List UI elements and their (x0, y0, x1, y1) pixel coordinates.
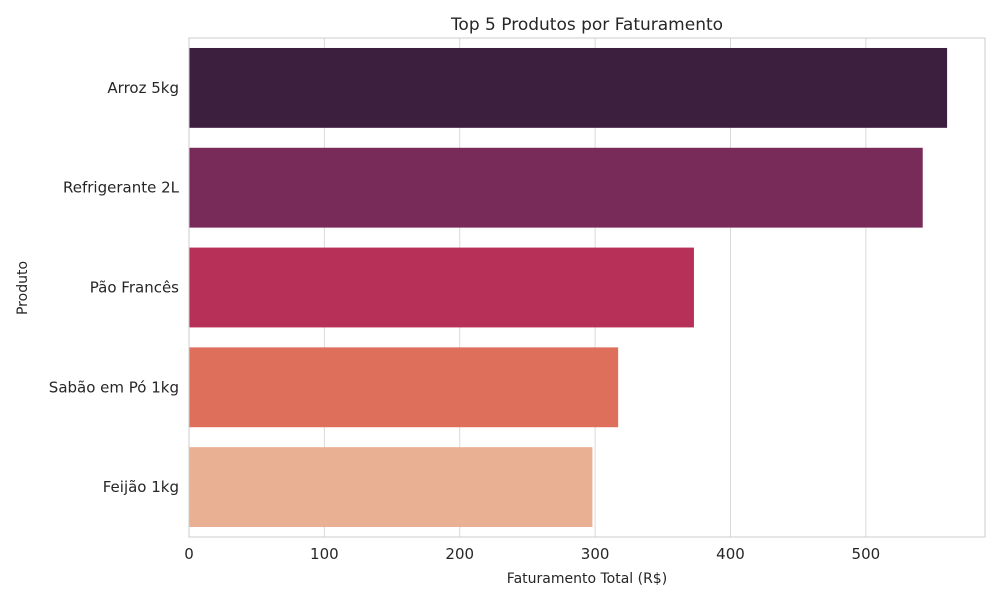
y-tick-label: Sabão em Pó 1kg (49, 378, 179, 396)
bar (189, 247, 694, 328)
y-tick-label: Refrigerante 2L (63, 179, 180, 197)
x-tick-label: 500 (852, 545, 881, 563)
x-tick-label: 400 (716, 545, 745, 563)
y-tick-label: Arroz 5kg (107, 79, 179, 97)
y-tick-label: Feijão 1kg (103, 478, 179, 496)
x-tick-label: 0 (184, 545, 194, 563)
chart-title: Top 5 Produtos por Faturamento (450, 15, 723, 35)
x-tick-label: 200 (445, 545, 474, 563)
bar (189, 47, 948, 128)
y-axis-label: Produto (15, 261, 31, 315)
bars (189, 47, 948, 528)
tick-labels: 0 100 200 300 400 500 Arroz 5kg Refrigerante 2L… (49, 79, 880, 563)
bar (189, 347, 619, 428)
x-tick-label: 100 (310, 545, 339, 563)
y-tick-label: Pão Francês (90, 279, 179, 297)
bar (189, 147, 923, 228)
bar (189, 447, 593, 528)
x-axis-label: Faturamento Total (R$) (507, 571, 667, 587)
plot-frame (188, 37, 986, 538)
x-tick-label: 300 (581, 545, 610, 563)
